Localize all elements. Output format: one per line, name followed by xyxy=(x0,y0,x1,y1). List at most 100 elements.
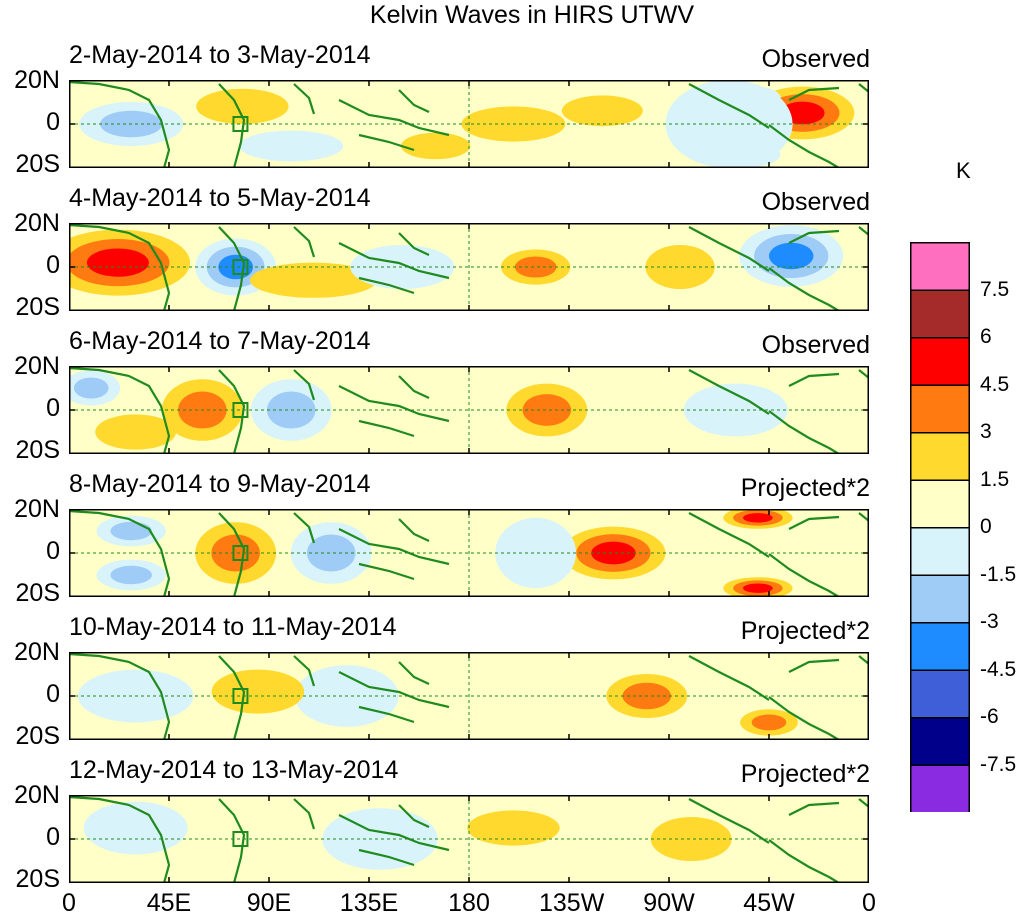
y-tick-label: 0 xyxy=(46,680,60,708)
coastline xyxy=(69,652,171,740)
anomaly-contour xyxy=(514,256,557,278)
coastline xyxy=(338,242,450,280)
y-tick-label: 0 xyxy=(46,537,60,565)
anomaly-contour xyxy=(110,565,153,585)
coastline xyxy=(338,385,450,423)
coastline xyxy=(688,369,770,415)
coastline xyxy=(688,655,770,701)
x-tick-label: 90W xyxy=(643,889,695,917)
reference-box xyxy=(232,259,249,275)
colorbar-swatch xyxy=(910,717,970,766)
anomaly-contour xyxy=(561,95,643,127)
coastline xyxy=(69,795,171,883)
anomaly-contour xyxy=(350,245,455,289)
coastline xyxy=(358,133,415,152)
coastline xyxy=(293,369,316,401)
panel-kind-label: Projected*2 xyxy=(740,617,870,645)
anomaly-field xyxy=(69,80,869,168)
x-tick-label: 135W xyxy=(539,889,605,917)
panel-date-range: 2-May-2014 to 3-May-2014 xyxy=(69,41,371,69)
coastline xyxy=(69,80,171,168)
x-tick-label: 45E xyxy=(146,889,192,917)
coastline xyxy=(768,410,840,454)
y-tick-label: 20S xyxy=(15,293,60,321)
x-tick-label: 180 xyxy=(448,889,490,917)
coastline xyxy=(688,226,770,272)
anomaly-contour xyxy=(211,669,305,714)
colorbar-tick-label: 3 xyxy=(980,420,992,443)
coastline xyxy=(293,83,316,115)
anomaly-contour xyxy=(401,132,471,160)
colorbar-swatch xyxy=(910,622,970,671)
coastline xyxy=(858,798,869,808)
coastline xyxy=(293,798,316,830)
anomaly-contour xyxy=(467,810,560,846)
panel-date-range: 12-May-2014 to 13-May-2014 xyxy=(69,756,399,784)
anomaly-contour xyxy=(743,583,773,593)
coastline xyxy=(398,518,430,542)
map-panel: 6-May-2014 to 7-May-2014 Observed 20N 0 20S xyxy=(0,326,900,464)
reference-box xyxy=(232,116,249,132)
coastline xyxy=(358,419,415,438)
anomaly-contour xyxy=(591,541,636,565)
y-tick-label: 20N xyxy=(14,66,60,94)
anomaly-field xyxy=(69,652,869,740)
colorbar-tick-label: -6 xyxy=(980,705,999,728)
coastline xyxy=(69,223,171,311)
x-tick-label: 0 xyxy=(862,889,876,917)
panel-kind-label: Observed xyxy=(761,188,870,216)
coastline xyxy=(338,528,450,566)
y-tick-label: 0 xyxy=(46,108,60,136)
coastline xyxy=(688,798,770,844)
coastline xyxy=(338,814,450,852)
colorbar-units: K xyxy=(956,158,971,183)
y-tick-label: 20S xyxy=(15,150,60,178)
coastline xyxy=(768,696,840,740)
anomaly-contour xyxy=(86,248,149,277)
y-tick-label: 20S xyxy=(15,722,60,750)
colorbar-tick-label: -7.5 xyxy=(980,752,1017,776)
coastline xyxy=(218,512,246,597)
map-panel: 4-May-2014 to 5-May-2014 Observed 20N 0 20S xyxy=(0,183,900,321)
coastline xyxy=(69,509,171,597)
anomaly-contour xyxy=(306,534,356,572)
coastline xyxy=(858,83,869,93)
y-tick-label: 20S xyxy=(15,436,60,464)
y-tick-label: 20N xyxy=(14,781,60,809)
anomaly-contour xyxy=(95,414,177,450)
x-tick-label: 0 xyxy=(62,889,76,917)
map-panel: 2-May-2014 to 3-May-2014 Observed 20N 0 20S xyxy=(0,40,900,178)
x-tick-label: 135E xyxy=(339,889,399,917)
panel-kind-label: Projected*2 xyxy=(740,760,870,788)
y-tick-label: 0 xyxy=(46,394,60,422)
x-tick-label: 45W xyxy=(743,889,795,917)
reference-box xyxy=(232,688,249,704)
panel-date-range: 10-May-2014 to 11-May-2014 xyxy=(69,613,397,641)
y-tick-label: 20S xyxy=(15,579,60,607)
coastline xyxy=(218,655,246,740)
coastline xyxy=(293,226,316,258)
y-tick-label: 0 xyxy=(46,251,60,279)
colorbar-swatch xyxy=(910,289,970,339)
coastline xyxy=(218,798,246,883)
colorbar-tick-label: 4.5 xyxy=(980,372,1010,396)
coastline xyxy=(768,553,840,597)
anomaly-field xyxy=(69,509,869,597)
coastline xyxy=(358,276,415,295)
coastline xyxy=(398,804,430,828)
colorbar-swatch xyxy=(910,384,970,434)
coastline xyxy=(788,86,840,101)
coastline xyxy=(858,512,869,522)
colorbar-tick-label: -3 xyxy=(980,610,999,633)
y-tick-label: 20N xyxy=(14,209,60,237)
anomaly-contour xyxy=(645,245,715,289)
coastline xyxy=(768,267,840,311)
anomaly-contour xyxy=(73,377,109,399)
panel-date-range: 4-May-2014 to 5-May-2014 xyxy=(69,184,371,212)
coastline xyxy=(858,369,869,379)
colorbar-tick-label: -4.5 xyxy=(980,657,1017,681)
coastline xyxy=(788,372,840,387)
colorbar-swatch xyxy=(910,242,970,291)
anomaly-contour xyxy=(239,130,344,162)
map-panel: 12-May-2014 to 13-May-2014 Projected*2 20N… xyxy=(0,755,900,893)
